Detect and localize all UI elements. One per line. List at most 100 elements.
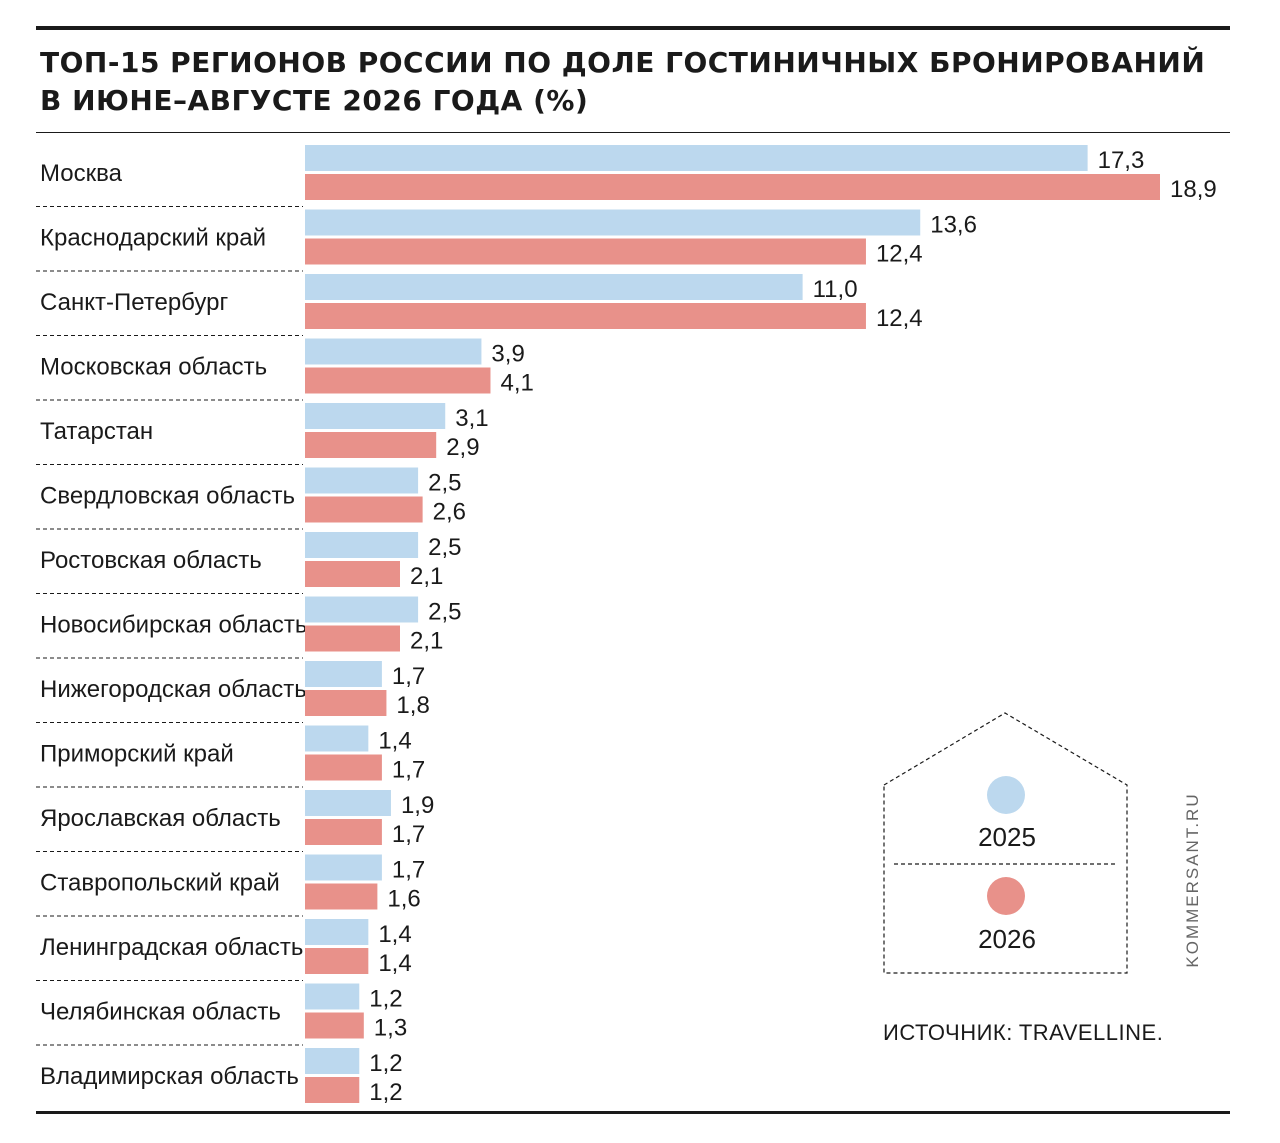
bar-2026: [305, 496, 423, 523]
bar-2026: [305, 754, 382, 781]
value-label-2026: 4,1: [500, 370, 533, 397]
category-label: Ярославская область: [40, 805, 281, 832]
top-rule: [36, 26, 1230, 30]
bar-2026: [305, 174, 1160, 200]
value-label-2025: 2,5: [428, 599, 461, 626]
value-label-2025: 1,9: [401, 792, 434, 819]
bar-2025: [305, 403, 446, 429]
source-note: ИСТОЧНИК: TRAVELLINE.: [883, 1020, 1163, 1046]
bar-2025: [305, 145, 1088, 171]
category-label: Московская область: [40, 354, 267, 381]
bottom-rule: [36, 1111, 1230, 1114]
bar-2025: [305, 983, 360, 1010]
category-row: Москва 17,3 18,9: [36, 145, 1217, 207]
value-label-2025: 1,4: [378, 921, 411, 948]
value-label-2026: 12,4: [876, 241, 923, 268]
source-name: TRAVELLINE.: [1018, 1020, 1164, 1045]
value-label-2025: 17,3: [1098, 147, 1145, 174]
category-row: Татарстан 3,12,9: [36, 403, 489, 465]
value-label-2026: 1,3: [374, 1015, 407, 1042]
source-label: ИСТОЧНИК:: [883, 1020, 1013, 1045]
value-label-2026: 12,4: [876, 305, 923, 332]
bar-2025: [305, 725, 369, 752]
value-label-2025: 11,0: [813, 276, 858, 303]
value-label-2026: 1,7: [392, 821, 425, 848]
value-label-2025: 2,5: [428, 534, 461, 561]
bar-2026: [305, 948, 369, 974]
category-label: Санкт-Петербург: [40, 289, 228, 316]
value-label-2025: 1,2: [369, 986, 402, 1013]
value-label-2026: 1,4: [378, 950, 411, 977]
value-label-2025: 2,5: [428, 470, 461, 497]
category-row: Челябинская область 1,21,3: [36, 983, 407, 1046]
legend-swatch-2025: [987, 776, 1025, 814]
bar-2025: [305, 467, 419, 494]
category-row: Ростовская область 2,52,1: [36, 532, 461, 594]
brand-watermark: KOMMERSANT.RU: [1183, 792, 1202, 968]
category-row: Новосибирская область 2,52,1: [36, 596, 461, 659]
value-label-2026: 1,7: [392, 757, 425, 784]
bar-2025: [305, 854, 382, 881]
category-label: Свердловская область: [40, 483, 295, 510]
bar-2025: [305, 532, 419, 558]
category-label: Краснодарский край: [40, 225, 266, 252]
category-label: Нижегородская область: [40, 676, 307, 703]
legend-label-2026: 2026: [978, 924, 1036, 954]
value-label-2026: 2,1: [410, 628, 443, 655]
category-row: Свердловская область 2,52,6: [36, 467, 466, 530]
bar-2026: [305, 561, 400, 587]
category-label: Челябинская область: [40, 999, 281, 1026]
category-row: Московская область 3,94,1: [36, 338, 534, 401]
value-label-2026: 2,6: [433, 499, 466, 526]
value-label-2025: 1,2: [369, 1050, 402, 1077]
category-label: Новосибирская область: [40, 612, 307, 639]
bar-2026: [305, 238, 866, 265]
bars-layer: Москва 17,3 18,9 Краснодарский край 13,6 12,4…: [36, 145, 1217, 1106]
bar-2025: [305, 919, 369, 945]
category-label: Ленинградская область: [40, 934, 303, 961]
category-label: Ростовская область: [40, 547, 262, 574]
legend-label-2025: 2025: [978, 822, 1036, 852]
bar-2025: [305, 338, 482, 365]
bar-2025: [305, 274, 803, 300]
category-row: Нижегородская область 1,71,8: [36, 661, 430, 723]
category-label: Владимирская область: [40, 1063, 299, 1090]
value-label-2026: 18,9: [1170, 176, 1217, 203]
category-label: Татарстан: [40, 418, 153, 445]
bar-2026: [305, 367, 491, 394]
bar-2025: [305, 596, 419, 623]
value-label-2026: 2,9: [446, 434, 479, 461]
value-label-2026: 1,2: [369, 1079, 402, 1106]
value-label-2025: 1,7: [392, 663, 425, 690]
category-row: Приморский край 1,41,7: [36, 725, 425, 788]
category-row: Краснодарский край 13,6 12,4: [36, 209, 977, 272]
value-label-2025: 1,7: [392, 857, 425, 884]
value-label-2025: 1,4: [378, 728, 411, 755]
bar-2025: [305, 1048, 360, 1074]
bar-2026: [305, 625, 400, 652]
bar-2026: [305, 819, 382, 845]
legend-house-frame: [883, 712, 1128, 974]
bar-2026: [305, 690, 387, 716]
category-row: Ленинградская область 1,41,4: [36, 919, 412, 981]
bar-2025: [305, 790, 391, 816]
bar-2026: [305, 883, 378, 910]
category-row: Санкт-Петербург 11,0 12,4: [36, 274, 923, 336]
value-label-2026: 1,6: [387, 886, 420, 913]
category-label: Ставропольский край: [40, 870, 280, 897]
legend: 2025 2026: [883, 712, 1128, 974]
bar-2026: [305, 303, 866, 329]
legend-swatch-2026: [987, 877, 1025, 915]
chart-title: ТОП-15 РЕГИОНОВ РОССИИ ПО ДОЛЕ ГОСТИНИЧН…: [40, 46, 1206, 117]
category-label: Приморский край: [40, 741, 234, 768]
value-label-2025: 3,1: [455, 405, 488, 432]
bar-2026: [305, 1012, 364, 1039]
title-rule: [36, 132, 1230, 133]
bar-2025: [305, 209, 921, 236]
value-label-2026: 2,1: [410, 563, 443, 590]
value-label-2025: 13,6: [930, 212, 977, 239]
bar-2026: [305, 1077, 360, 1103]
bar-2025: [305, 661, 382, 687]
value-label-2025: 3,9: [491, 341, 524, 368]
bar-2026: [305, 432, 437, 458]
